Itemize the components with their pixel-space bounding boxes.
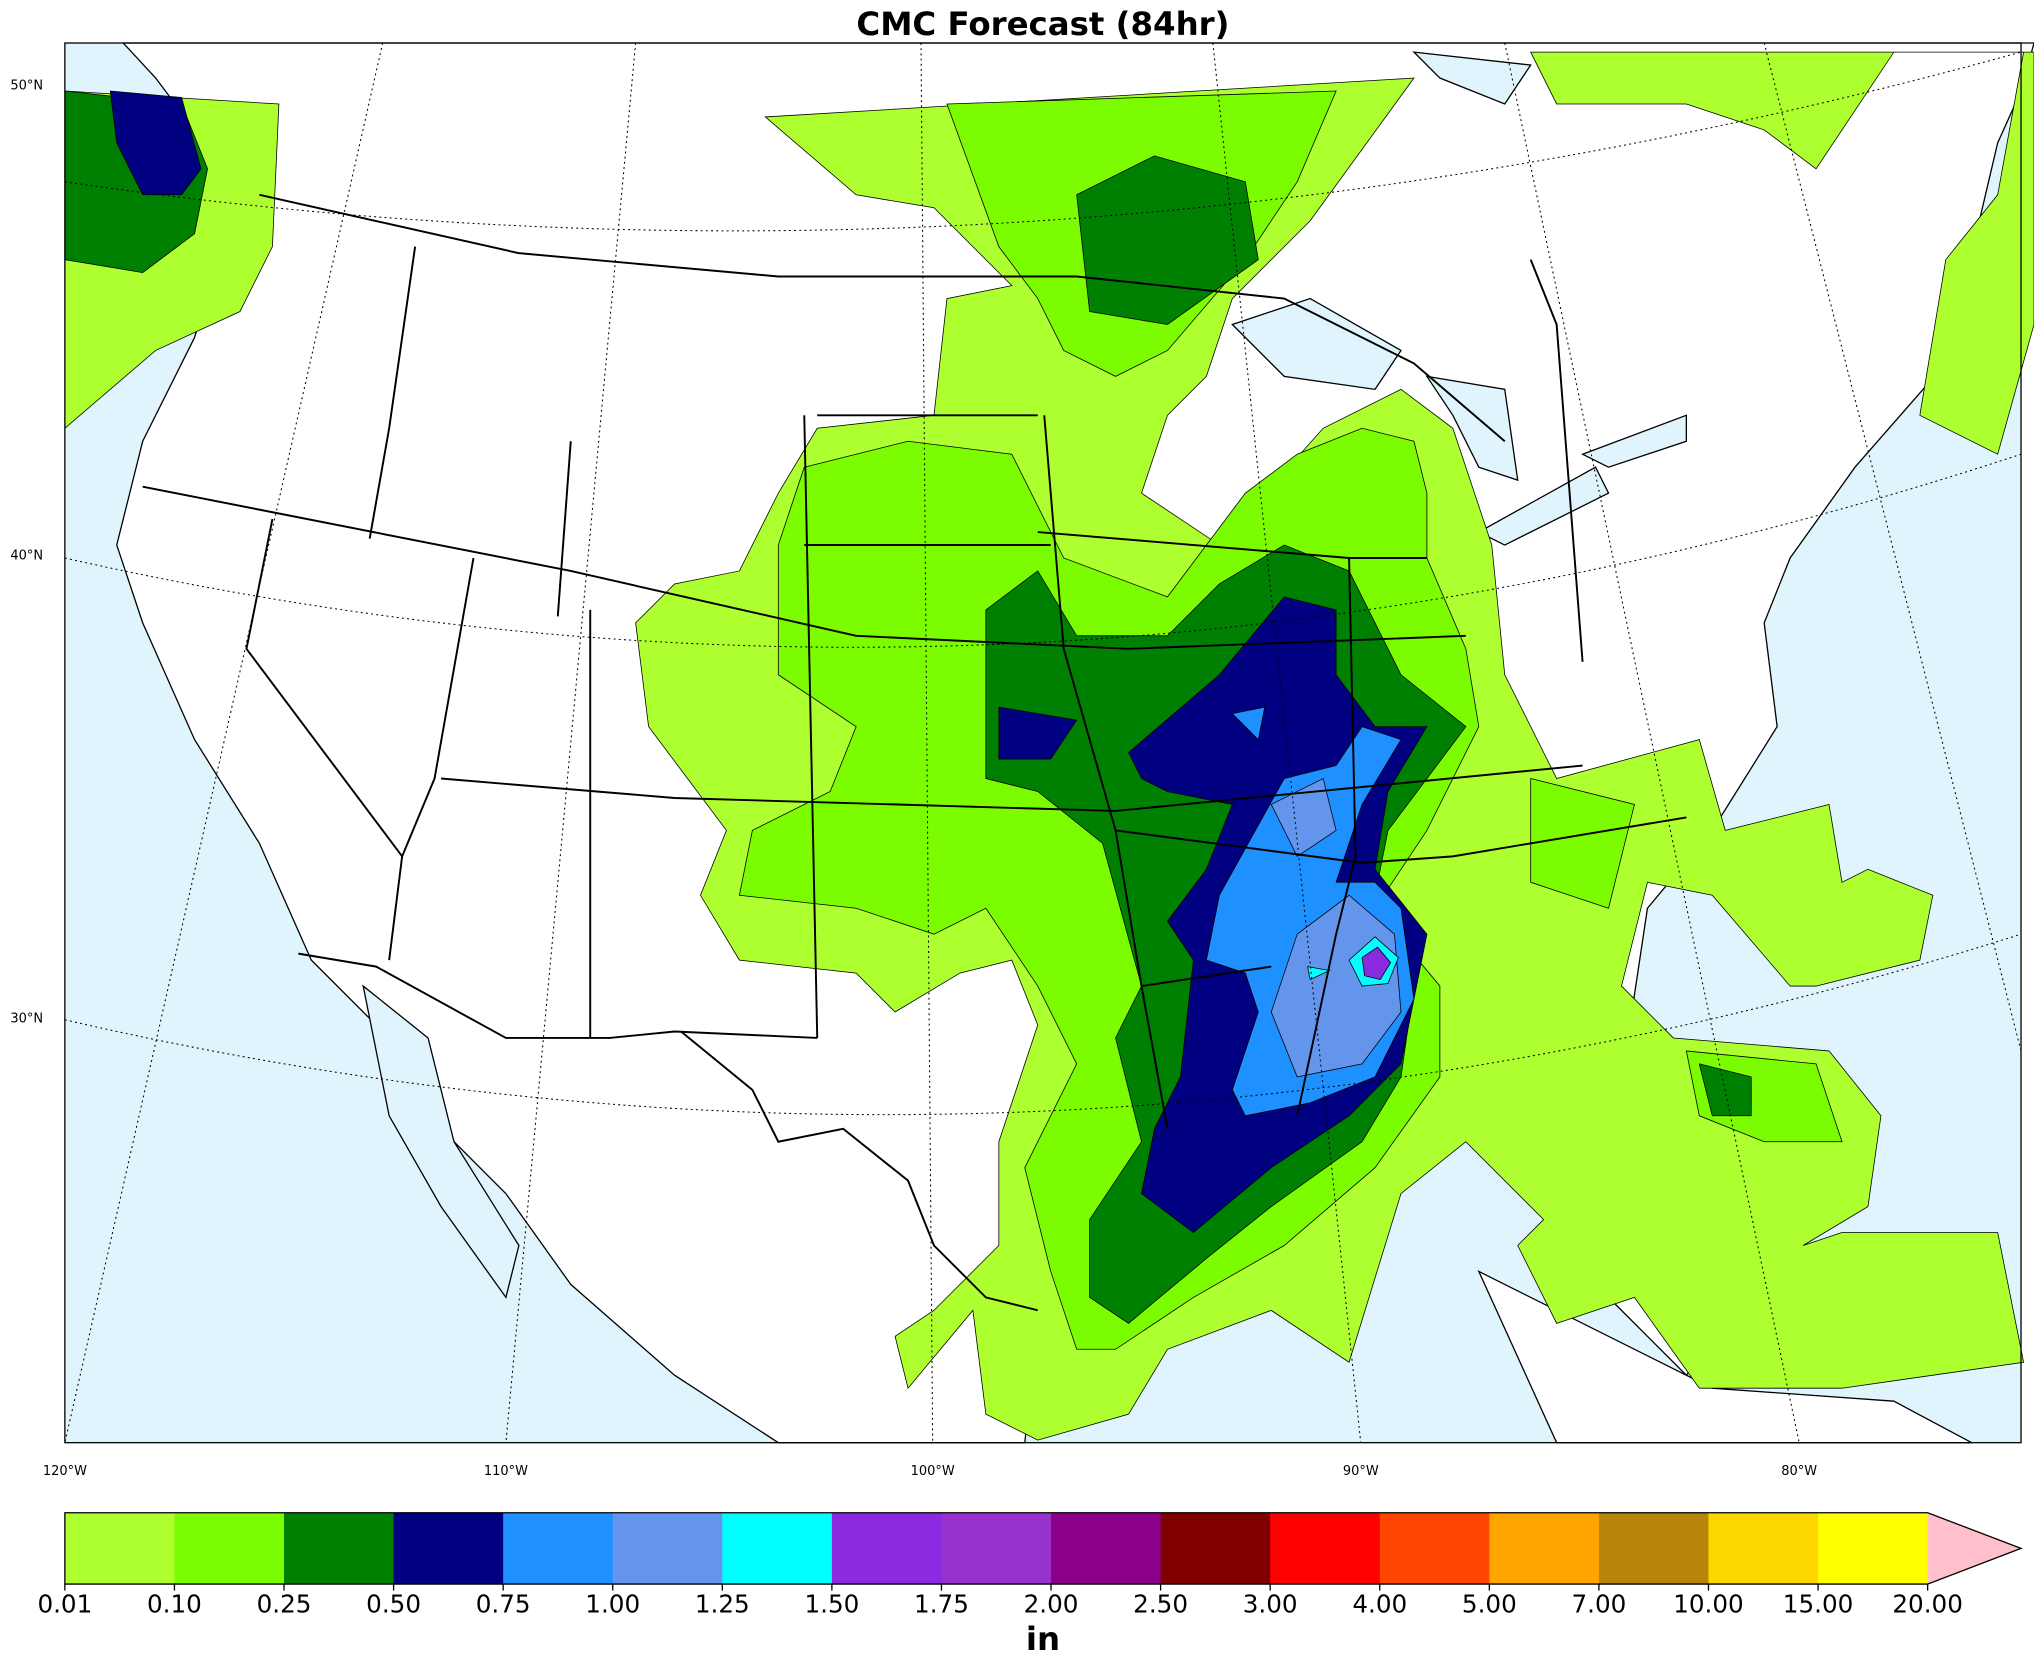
colorbar-tick-label: 3.00: [1243, 1590, 1298, 1619]
colorbar-segment: [831, 1512, 943, 1585]
contour-3: [109, 90, 1428, 1234]
borders: [142, 193, 1687, 1312]
colorbar-segment: [1818, 1512, 1929, 1585]
colorbar-tick-label: 0.01: [37, 1590, 92, 1619]
colorbar-segment: [1160, 1512, 1271, 1585]
colorbar-segment: [393, 1512, 504, 1585]
colorbar-segment: [1598, 1512, 1710, 1585]
colorbar-segment: [503, 1512, 614, 1585]
gulf-of-california: [362, 984, 520, 1299]
lat-label: 50°N: [10, 79, 43, 94]
title: CMC Forecast (84hr): [856, 5, 1229, 43]
colorbar-segment: [722, 1512, 833, 1585]
lat-label: 30°N: [10, 1011, 43, 1026]
colorbar-tick-label: 10.00: [1673, 1590, 1744, 1619]
colorbar-segment: [612, 1512, 723, 1585]
colorbar-segment: [174, 1512, 285, 1585]
colorbar-tick-label: 5.00: [1462, 1590, 1517, 1619]
contour-5: [1270, 777, 1402, 1078]
colorbar-tick-label: 4.00: [1352, 1590, 1407, 1619]
colorbar-segment: [941, 1512, 1052, 1585]
colorbar-segment: [1051, 1512, 1162, 1585]
colorbar-unit: in: [1026, 1620, 1060, 1658]
lon-label: 110°W: [484, 1464, 528, 1479]
map-frame: [64, 42, 2022, 1444]
colorbar-tick-label: 2.50: [1133, 1590, 1188, 1619]
graticule: [64, 42, 2022, 1443]
map: 50°N 40°N 30°N 120°W 110°W 100°W 90°W 80…: [10, 42, 2034, 1479]
lon-label: 100°W: [911, 1464, 955, 1479]
colorbar-tick-label: 20.00: [1892, 1590, 1963, 1619]
great-lakes: [1231, 51, 1688, 546]
colorbar-tick-label: 2.00: [1024, 1590, 1079, 1619]
lon-label: 80°W: [1781, 1464, 1817, 1479]
colorbar-segment: [1270, 1512, 1381, 1585]
colorbar-extend: [1927, 1512, 2022, 1585]
colorbar-outline: [64, 1512, 2023, 1585]
colorbar-segment: [1379, 1512, 1490, 1585]
colorbar-tick-label: 15.00: [1783, 1590, 1854, 1619]
colorbar-tick-label: 0.50: [366, 1590, 421, 1619]
lon-label: 90°W: [1343, 1464, 1379, 1479]
colorbar-tick-label: 1.25: [695, 1590, 750, 1619]
colorbar-segment: [64, 1512, 176, 1585]
colorbar: 0.01 0.10 0.25 0.50 0.75 1.00 1.25 1.50 1.75 2.00…: [37, 1512, 2023, 1619]
colorbar-tick-label: 1.50: [804, 1590, 859, 1619]
colorbar-tick-label: 1.00: [585, 1590, 640, 1619]
colorbar-tick-label: 0.25: [257, 1590, 312, 1619]
colorbar-tick-label: 0.10: [147, 1590, 202, 1619]
colorbar-tick-label: 0.75: [476, 1590, 531, 1619]
lat-label: 40°N: [10, 548, 43, 563]
contour-7: [1361, 946, 1392, 981]
cuba: [1477, 1270, 1973, 1444]
lon-label: 120°W: [43, 1464, 87, 1479]
precipitation: [64, 51, 2034, 1441]
colorbar-segment: [1708, 1512, 1819, 1585]
colorbar-tick-label: 7.00: [1571, 1590, 1626, 1619]
colorbar-segment: [1489, 1512, 1600, 1585]
colorbar-tick-label: 1.75: [914, 1590, 969, 1619]
colorbar-segment: [284, 1512, 395, 1585]
